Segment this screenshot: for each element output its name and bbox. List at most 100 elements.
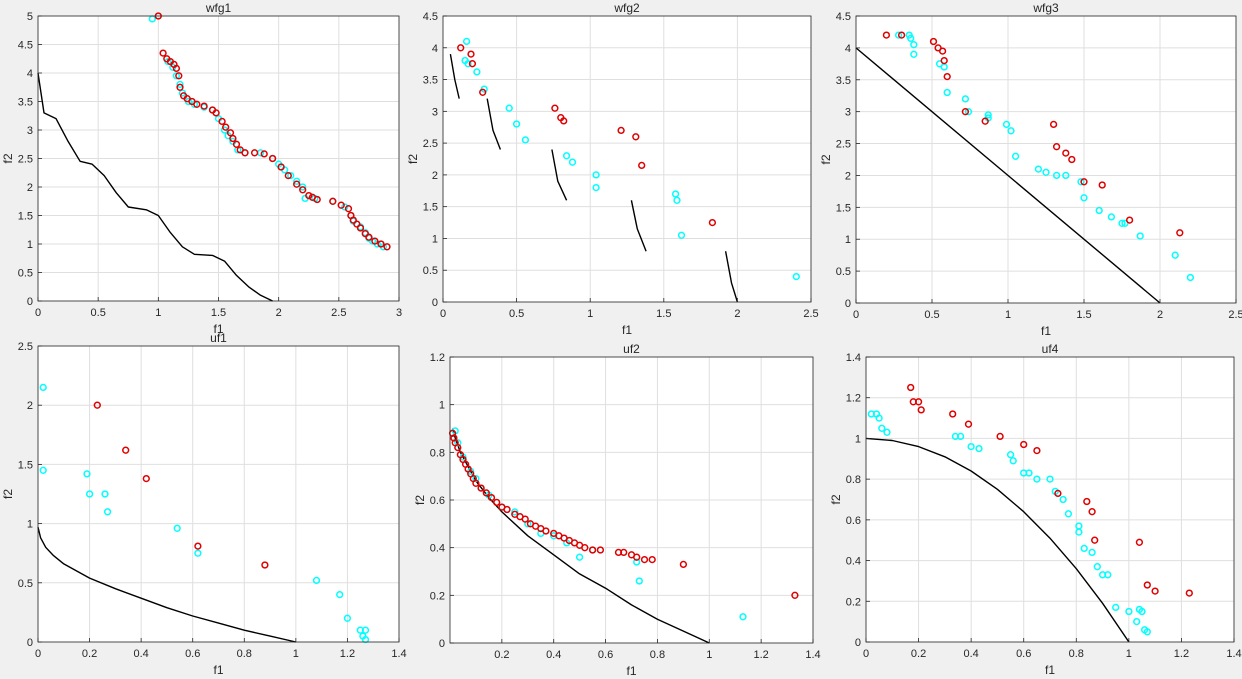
- point-red: [640, 555, 649, 564]
- point-red: [200, 102, 208, 110]
- point-cyan: [83, 470, 91, 478]
- point-cyan: [1033, 475, 1041, 483]
- x-axis-label: f1: [622, 323, 632, 337]
- point-red: [122, 446, 130, 454]
- point-red: [503, 505, 511, 514]
- point-cyan: [1059, 495, 1067, 504]
- point-red: [329, 197, 337, 205]
- point-red: [949, 410, 957, 418]
- chart-title: uf2: [623, 342, 640, 356]
- point-red: [617, 126, 625, 135]
- point-red: [917, 406, 925, 414]
- point-cyan: [975, 444, 983, 453]
- point-red: [882, 31, 891, 39]
- point-red: [454, 443, 462, 452]
- x-tick-label: 2.5: [803, 308, 818, 320]
- y-tick-label: 2.5: [423, 138, 438, 150]
- point-cyan: [1133, 617, 1141, 626]
- point-red: [159, 49, 167, 57]
- point-cyan: [943, 88, 951, 97]
- point-red: [226, 129, 235, 137]
- point-red: [1049, 120, 1058, 129]
- point-cyan: [173, 524, 181, 532]
- y-tick-label: 2.5: [18, 341, 33, 353]
- point-cyan: [1143, 628, 1151, 636]
- y-axis-label: f2: [819, 154, 833, 164]
- point-cyan: [176, 80, 184, 89]
- x-tick-label: 1.2: [340, 648, 355, 660]
- x-tick-label: 0: [853, 309, 859, 321]
- chart-title: wfg3: [1032, 1, 1059, 15]
- point-red: [268, 154, 277, 163]
- point-cyan: [194, 549, 202, 557]
- point-red: [479, 88, 487, 96]
- plot-uf2: 0.2 0.4 0.6 0.8 1 1.2 1.4 0 0.2 0.4 0.6 0.8 1 1.2 uf2 f…: [413, 342, 821, 678]
- point-cyan: [85, 490, 94, 498]
- point-red: [468, 60, 477, 68]
- point-cyan: [592, 171, 600, 179]
- point-cyan: [633, 558, 641, 566]
- point-cyan: [1002, 120, 1011, 129]
- point-red: [313, 195, 321, 204]
- x-tick-label: 0.4: [546, 649, 561, 661]
- point-red: [638, 161, 646, 170]
- point-red: [542, 527, 550, 535]
- x-tick-label: 0: [440, 308, 446, 320]
- y-tick-label: 2.5: [18, 154, 33, 166]
- point-red: [218, 117, 226, 126]
- point-red: [344, 205, 353, 213]
- axes-box: [855, 15, 1237, 304]
- point-red: [940, 56, 948, 65]
- point-cyan: [677, 231, 686, 239]
- x-tick-label: 1.4: [1226, 648, 1241, 660]
- x-tick-label: 2: [276, 307, 282, 319]
- point-cyan: [512, 120, 521, 128]
- y-tick-label: 1.4: [846, 352, 861, 364]
- point-cyan: [361, 635, 370, 644]
- point-cyan: [1080, 194, 1088, 202]
- x-axis-label: f1: [626, 664, 636, 678]
- x-tick-label: 0.4: [963, 648, 978, 660]
- point-red: [1176, 229, 1184, 237]
- pareto-front-line: [855, 47, 1161, 304]
- point-red: [964, 420, 973, 428]
- x-tick-label: 0.5: [91, 307, 106, 319]
- y-tick-label: 4.5: [836, 11, 851, 23]
- point-cyan: [1138, 607, 1146, 616]
- plot-wfg1: 0 0.5 1 1.5 2 2.5 3 0 0.5 1 1.5 2 2.5 3 3.5 4 4.5 5 wfg1 f1…: [1, 1, 402, 336]
- point-red: [938, 47, 947, 55]
- point-red: [356, 224, 365, 232]
- point-red: [1033, 446, 1041, 455]
- y-tick-label: 0: [439, 638, 445, 650]
- point-cyan: [1112, 603, 1120, 612]
- y-tick-label: 3: [845, 107, 851, 119]
- y-tick-label: 0.8: [846, 474, 861, 486]
- axes-box: [37, 345, 400, 643]
- pareto-front-line: [37, 527, 297, 643]
- point-cyan: [568, 158, 577, 166]
- point-red: [232, 140, 241, 148]
- point-cyan: [521, 136, 530, 144]
- x-tick-label: 0.2: [494, 649, 509, 661]
- point-red: [596, 546, 605, 554]
- point-red: [353, 220, 361, 228]
- point-cyan: [39, 466, 47, 474]
- x-tick-label: 0.5: [509, 308, 524, 320]
- y-tick-label: 0.5: [836, 266, 851, 278]
- x-tick-label: 0: [863, 648, 869, 660]
- y-tick-label: 3.5: [423, 75, 438, 87]
- point-red: [487, 493, 496, 502]
- point-cyan: [312, 576, 321, 585]
- point-red: [929, 37, 938, 46]
- x-tick-label: 0.2: [82, 648, 97, 660]
- point-cyan: [1077, 178, 1085, 186]
- point-cyan: [967, 442, 975, 451]
- point-red: [620, 548, 628, 557]
- axes-background: [866, 357, 1234, 642]
- point-red: [176, 83, 184, 91]
- point-red: [588, 546, 597, 554]
- chart-title: wfg2: [613, 1, 640, 15]
- x-tick-label: 0.8: [1069, 648, 1084, 660]
- x-tick-label: 1.4: [391, 648, 406, 660]
